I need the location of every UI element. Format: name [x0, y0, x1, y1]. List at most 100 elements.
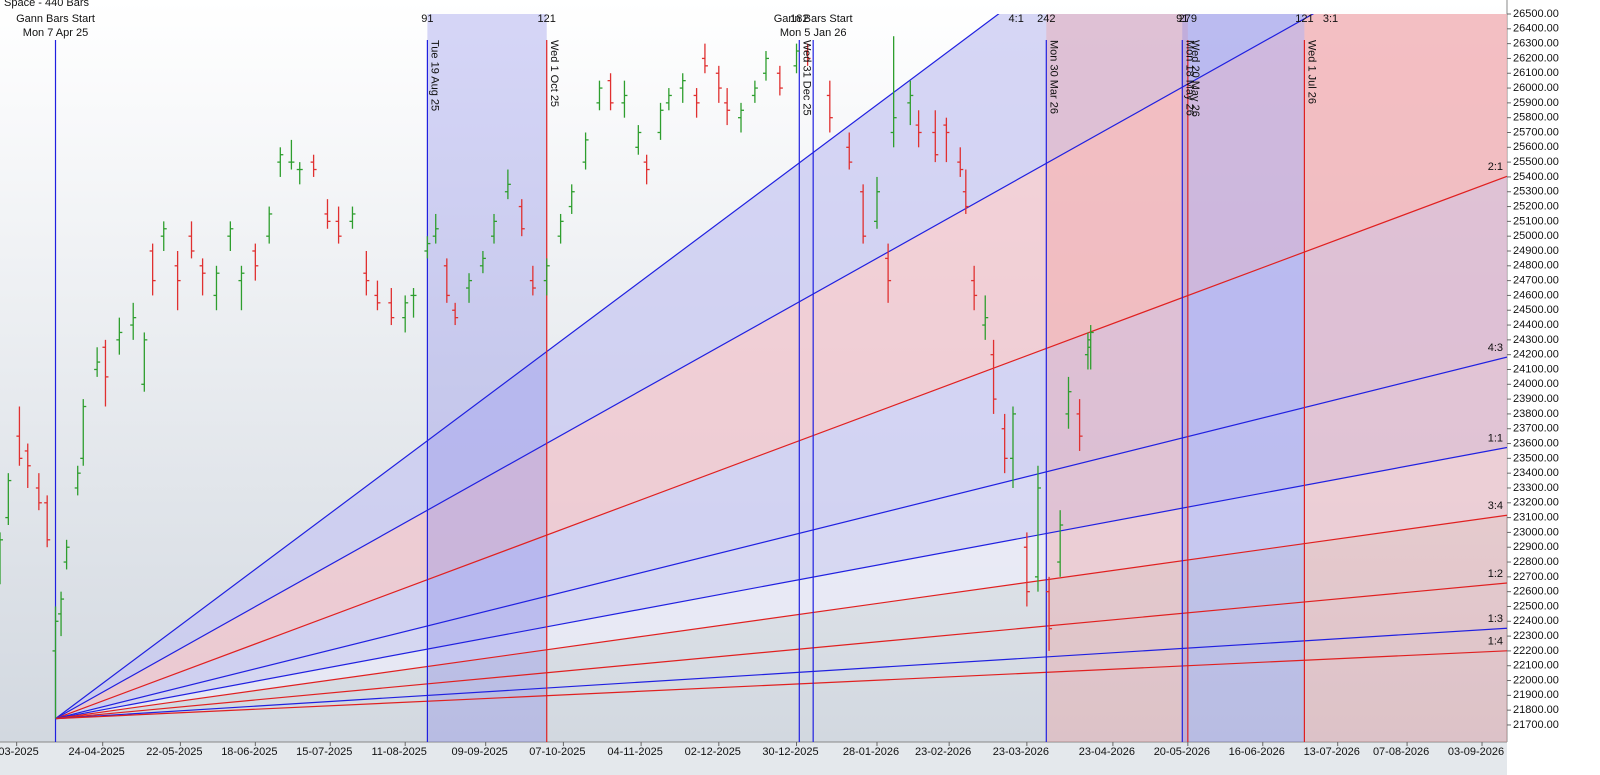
y-tick-label: 23500.00 — [1513, 452, 1559, 464]
date-label: Tue 19 Aug 25 — [428, 40, 440, 111]
y-tick-label: 22100.00 — [1513, 660, 1559, 672]
fan-line — [55, 514, 1507, 720]
date-label: Wed 1 Oct 25 — [548, 40, 560, 107]
fan-line — [55, 14, 1000, 720]
y-tick-label: 26200.00 — [1513, 52, 1559, 64]
y-tick-label: 24400.00 — [1513, 319, 1559, 331]
x-tick-label: 18-06-2025 — [221, 746, 277, 758]
x-tick-label: 11-08-2025 — [371, 746, 426, 758]
x-tick-label: 04-11-2025 — [607, 746, 662, 758]
y-tick-label: 24200.00 — [1513, 349, 1559, 361]
y-tick-label: 25500.00 — [1513, 156, 1559, 168]
y-tick-label: 21900.00 — [1513, 689, 1559, 701]
y-tick-label: 25100.00 — [1513, 215, 1559, 227]
y-tick-label: 22000.00 — [1513, 674, 1559, 686]
start-date: Mon 7 Apr 25 — [23, 27, 88, 39]
header: Space - 440 Bars — [4, 0, 89, 9]
fan-line — [55, 175, 1507, 720]
x-tick-label: 22-05-2025 — [146, 746, 202, 758]
y-tick-label: 25300.00 — [1513, 186, 1559, 198]
y-tick-label: 22900.00 — [1513, 541, 1559, 553]
x-tick-label: 23-02-2026 — [915, 746, 971, 758]
date-label: Mon 30 Mar 26 — [1047, 40, 1059, 114]
x-tick-label: 03-09-2026 — [1448, 746, 1504, 758]
time-zone — [1182, 14, 1305, 742]
y-tick-label: 22200.00 — [1513, 645, 1559, 657]
fan-line — [55, 356, 1507, 720]
bar-count: 279 — [1179, 13, 1197, 25]
y-tick-label: 25700.00 — [1513, 126, 1559, 138]
time-zone — [1304, 14, 1507, 742]
fan-line — [55, 650, 1507, 720]
y-tick-label: 22700.00 — [1513, 571, 1559, 583]
x-tick-label: 30-12-2025 — [762, 746, 818, 758]
y-tick-label: 24100.00 — [1513, 363, 1559, 375]
fan-label: 1:1 — [1488, 432, 1503, 444]
bar-count: 121 — [538, 13, 556, 25]
start-date: Mon 5 Jan 26 — [780, 27, 847, 39]
bar-count: 242 — [1037, 13, 1055, 25]
y-tick-label: 24800.00 — [1513, 260, 1559, 272]
y-tick-label: 22400.00 — [1513, 615, 1559, 627]
y-tick-label: 24600.00 — [1513, 289, 1559, 301]
y-tick-label: 23200.00 — [1513, 497, 1559, 509]
date-axis-background — [0, 742, 1507, 775]
y-tick-label: 23400.00 — [1513, 467, 1559, 479]
y-tick-label: 25000.00 — [1513, 230, 1559, 242]
fan-label: 1:4 — [1488, 636, 1503, 648]
x-tick-label: 07-08-2026 — [1373, 746, 1429, 758]
y-tick-label: 25800.00 — [1513, 112, 1559, 124]
y-tick-label: 26300.00 — [1513, 38, 1559, 50]
fan-label: 1:3 — [1488, 613, 1503, 625]
date-label: Wed 31 Dec 25 — [800, 40, 812, 116]
x-tick-label: 09-09-2025 — [452, 746, 508, 758]
x-tick-label: 23-04-2026 — [1079, 746, 1135, 758]
fan-line — [55, 446, 1507, 720]
y-tick-label: 25400.00 — [1513, 171, 1559, 183]
y-tick-label: 26500.00 — [1513, 8, 1559, 20]
x-tick-label: 24-04-2025 — [69, 746, 125, 758]
y-tick-label: 26000.00 — [1513, 82, 1559, 94]
y-tick-label: 25600.00 — [1513, 141, 1559, 153]
y-tick-label: 26100.00 — [1513, 67, 1559, 79]
fan-lines — [54, 14, 1507, 742]
date-label: Wed 1 Jul 26 — [1305, 40, 1317, 104]
fan-label: 3:4 — [1488, 500, 1503, 512]
x-tick-label: 16-06-2026 — [1229, 746, 1285, 758]
labels: 21700.00 21800.00 21900.00 22000.00 22100.00… — [0, 8, 1559, 758]
fan-label: 4:1 — [1009, 13, 1024, 25]
x-tick-label: 23-03-2026 — [993, 746, 1049, 758]
y-tick-label: 23800.00 — [1513, 408, 1559, 420]
time-zone — [427, 14, 547, 742]
y-tick-label: 21800.00 — [1513, 704, 1559, 716]
x-tick-label: 24-03-2025 — [0, 746, 39, 758]
time-zone — [1046, 14, 1188, 742]
x-tick-label: 20-05-2026 — [1154, 746, 1210, 758]
y-tick-label: 23300.00 — [1513, 482, 1559, 494]
y-tick-label: 24700.00 — [1513, 275, 1559, 287]
fan-label: 1:2 — [1488, 568, 1503, 580]
start-title: Gann Bars Start — [16, 13, 95, 25]
y-tick-label: 23100.00 — [1513, 512, 1559, 524]
bar-count: 91 — [421, 13, 433, 25]
fan-label: 3:1 — [1323, 13, 1338, 25]
bar-count: 121 — [1295, 13, 1313, 25]
x-tick-label: 13-07-2026 — [1304, 746, 1360, 758]
y-tick-label: 22300.00 — [1513, 630, 1559, 642]
date-label: Mon 18 May 26 — [1183, 40, 1195, 116]
y-tick-label: 24500.00 — [1513, 304, 1559, 316]
x-tick-label: 02-12-2025 — [685, 746, 741, 758]
y-tick-label: 23900.00 — [1513, 393, 1559, 405]
fan-label: 2:1 — [1488, 161, 1503, 173]
zones — [427, 14, 1507, 742]
y-tick-label: 22500.00 — [1513, 600, 1559, 612]
fan-line — [55, 14, 1315, 720]
x-tick-label: 15-07-2025 — [296, 746, 352, 758]
y-tick-label: 22800.00 — [1513, 556, 1559, 568]
price-axis-background — [1507, 0, 1600, 775]
y-tick-label: 25200.00 — [1513, 200, 1559, 212]
bar-count: 91 — [1176, 13, 1188, 25]
start-title: Gann Bars Start — [774, 13, 853, 25]
